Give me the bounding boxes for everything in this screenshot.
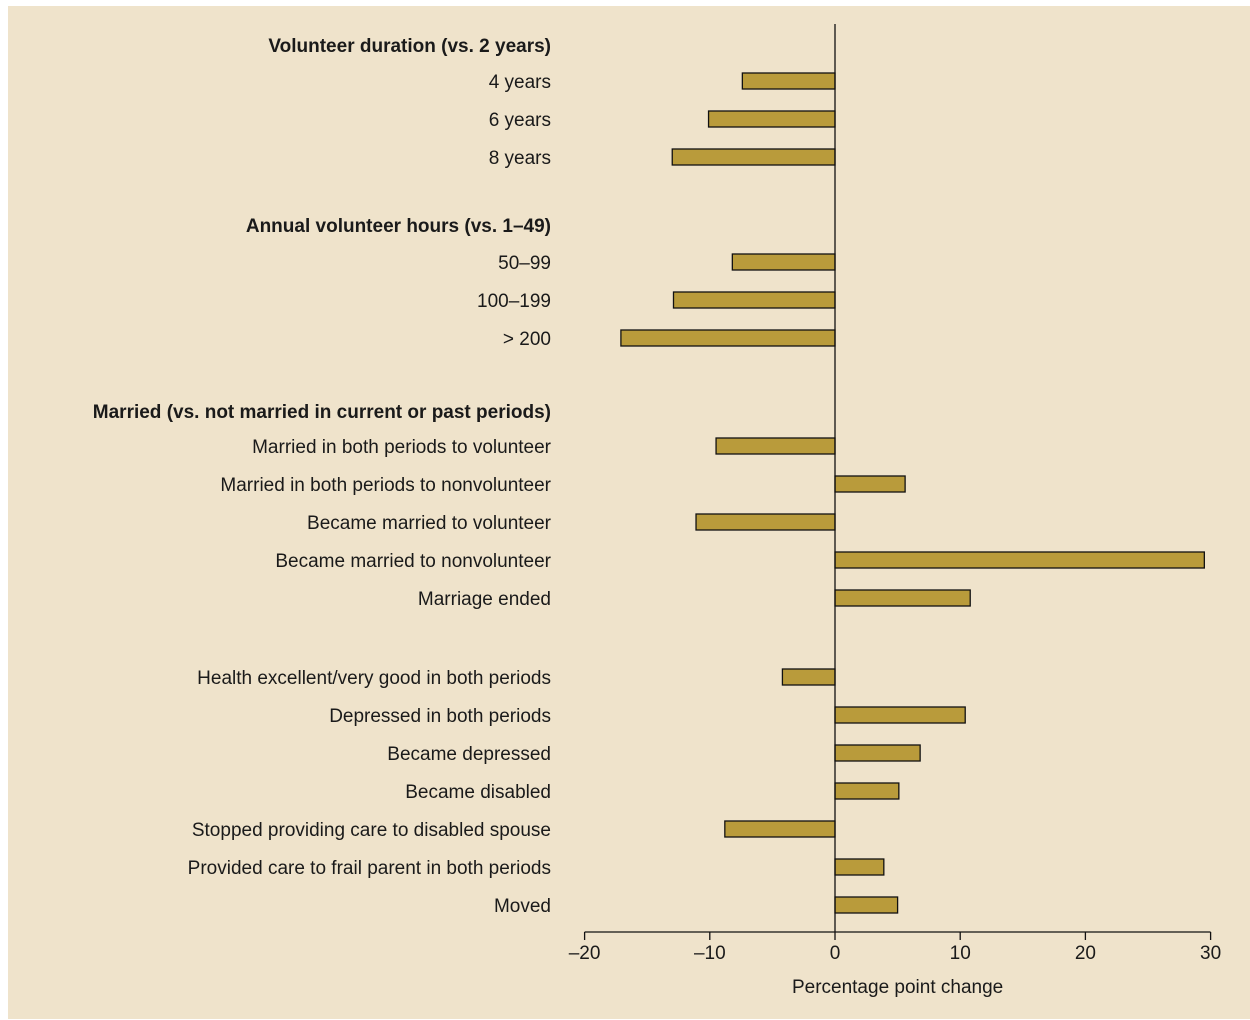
chart-panel [8,6,1250,1019]
group-header: Annual volunteer hours (vs. 1–49) [246,216,551,237]
bar [834,551,1205,569]
x-tick-label: 30 [1200,943,1221,964]
x-tick-label: 10 [950,943,971,964]
bar [671,148,836,166]
x-tick-label: –10 [694,943,726,964]
bar [731,253,836,271]
bar [724,820,836,838]
category-labels: Volunteer duration (vs. 2 years) 4 years 6… [93,36,552,917]
category-label: > 200 [503,329,551,350]
bar [715,437,836,455]
category-label: 8 years [489,148,551,169]
category-label: Marriage ended [418,589,551,610]
category-label: Moved [494,896,551,917]
group-header: Volunteer duration (vs. 2 years) [268,36,551,57]
group-header: Married (vs. not married in current or p… [93,402,551,423]
bar [834,782,900,800]
category-label: Married in both periods to nonvolunteer [220,475,551,496]
bar [834,475,906,493]
x-tick-label: 20 [1075,943,1096,964]
category-label: Became disabled [405,782,551,803]
category-label: Health excellent/very good in both perio… [197,668,551,689]
category-label: Stopped providing care to disabled spous… [192,820,551,841]
bar [707,110,836,128]
category-label: 50–99 [498,253,551,274]
bar [834,706,966,724]
bar [741,72,836,90]
bar [695,513,836,531]
category-label: Married in both periods to volunteer [252,437,552,458]
bar [620,329,836,347]
bars [620,72,1205,914]
category-label: Depressed in both periods [329,706,551,727]
x-tick-label: 0 [830,943,841,964]
category-label: Became married to volunteer [307,513,552,534]
bar [672,291,836,309]
x-tick-label: –20 [569,943,601,964]
category-label: Became depressed [387,744,551,765]
category-label: 6 years [489,110,551,131]
bar [834,744,921,762]
category-label: 100–199 [477,291,551,312]
bar [834,896,899,914]
bar [781,668,836,686]
bar [834,858,885,876]
category-label: 4 years [489,72,551,93]
x-axis: –20 –10 0 10 20 30 [569,931,1221,964]
category-label: Provided care to frail parent in both pe… [188,858,551,879]
category-label: Became married to nonvolunteer [275,551,551,572]
x-axis-label: Percentage point change [792,977,1003,998]
bar [834,589,971,607]
